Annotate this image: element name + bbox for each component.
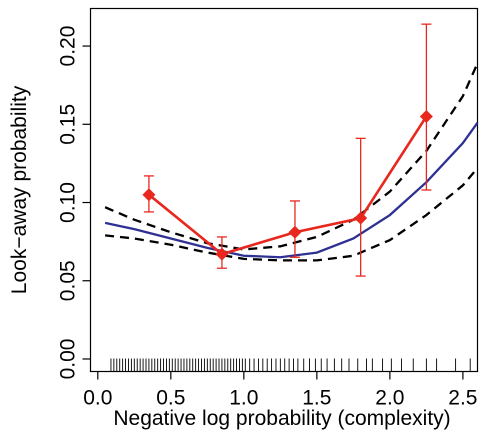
data-point <box>288 225 302 239</box>
plot-frame <box>89 7 479 373</box>
data-point <box>142 188 156 202</box>
y-axis-title: Look−away probability <box>8 85 31 294</box>
data-point <box>419 109 433 123</box>
y-tick-label: 0.20 <box>57 26 80 67</box>
x-tick-label: 2.0 <box>375 387 404 410</box>
x-tick-label: 0.5 <box>156 387 185 410</box>
x-tick-label: 1.0 <box>229 387 258 410</box>
x-tick-label: 0.0 <box>83 387 112 410</box>
x-axis-title: Negative log probability (complexity) <box>113 407 450 430</box>
data-point <box>215 247 229 261</box>
y-tick-label: 0.15 <box>57 104 80 145</box>
fit-line <box>104 122 479 259</box>
ci-upper-line <box>104 62 479 251</box>
data-point <box>354 211 368 225</box>
series-layer <box>104 23 479 277</box>
y-tick-label: 0.05 <box>57 260 80 301</box>
y-tick-label: 0.10 <box>57 182 80 223</box>
ci-lower-line <box>104 167 479 262</box>
x-tick-label: 1.5 <box>302 387 331 410</box>
y-tick-label: 0.00 <box>57 339 80 380</box>
observed-line <box>148 115 428 256</box>
y-axis: 0.00 0.05 0.10 0.15 0.20 <box>57 26 91 380</box>
rug-marks <box>110 358 471 372</box>
x-tick-label: 2.5 <box>448 387 477 410</box>
x-axis: 0.0 0.5 1.0 1.5 2.0 2.5 <box>83 371 477 410</box>
